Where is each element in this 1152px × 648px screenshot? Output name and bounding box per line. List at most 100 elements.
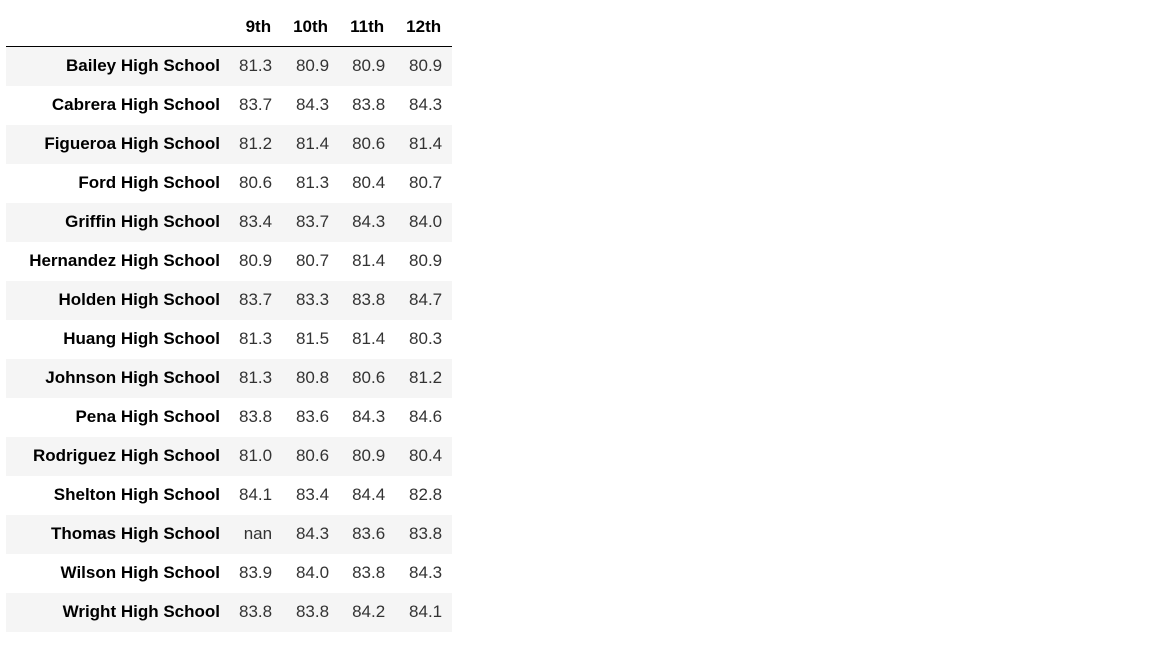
table-cell-score: 83.8 xyxy=(352,563,386,582)
row-label-school: Pena High School xyxy=(75,407,220,426)
table-row: Figueroa High School 81.2 81.4 80.6 81.4 xyxy=(6,124,453,164)
index-header-corner xyxy=(6,8,226,47)
table-cell-score: 84.3 xyxy=(295,524,330,543)
table-cell-score: 84.3 xyxy=(409,95,443,114)
header-row: 9th 10th 11th 12th xyxy=(6,8,453,47)
table-cell-score: 83.3 xyxy=(295,290,330,309)
table-cell-score: 84.2 xyxy=(352,602,386,621)
table-cell-score: 84.3 xyxy=(352,407,386,426)
row-label-school: Rodriguez High School xyxy=(33,446,220,465)
table-cell-score: 80.9 xyxy=(409,56,443,76)
table-cell-score: 80.8 xyxy=(295,368,330,387)
table-cell-score: 84.0 xyxy=(409,212,443,231)
table-cell-score: 84.0 xyxy=(295,563,330,582)
table-cell-score: 80.6 xyxy=(295,446,330,465)
row-label-school: Cabrera High School xyxy=(51,95,220,114)
table-cell-score: nan xyxy=(243,524,273,543)
table-cell-score: 81.3 xyxy=(239,368,273,387)
table-row: Holden High School 83.7 83.3 83.8 84.7 xyxy=(6,280,453,320)
row-label-school: Johnson High School xyxy=(45,368,220,387)
table-cell-score: 80.6 xyxy=(352,134,386,153)
table-cell-score: 81.4 xyxy=(295,134,330,153)
table-row: Cabrera High School 83.7 84.3 83.8 84.3 xyxy=(6,85,453,125)
dataframe-container: 9th 10th 11th 12th Bailey High School 81.… xyxy=(6,8,453,632)
table-row: Griffin High School 83.4 83.7 84.3 84.0 xyxy=(6,202,453,242)
table-cell-score: 81.4 xyxy=(352,329,386,348)
row-label-school: Bailey High School xyxy=(66,56,220,76)
table-cell-score: 84.1 xyxy=(409,602,443,621)
table-cell-score: 83.8 xyxy=(239,602,273,621)
table-cell-score: 81.4 xyxy=(352,251,386,270)
row-label-school: Ford High School xyxy=(78,173,220,192)
table-cell-score: 84.3 xyxy=(295,95,330,114)
table-cell-score: 81.3 xyxy=(239,56,273,76)
table-row: Ford High School 80.6 81.3 80.4 80.7 xyxy=(6,163,453,203)
row-label-school: Holden High School xyxy=(58,290,221,309)
column-header: 10th xyxy=(282,8,340,47)
table-cell-score: 83.8 xyxy=(295,602,330,621)
table-cell-score: 80.9 xyxy=(239,251,273,270)
table-cell-score: 80.9 xyxy=(295,56,330,76)
table-cell-score: 84.4 xyxy=(352,485,386,504)
table-row: Wright High School 83.8 83.8 84.2 84.1 xyxy=(6,592,453,632)
table-cell-score: 83.8 xyxy=(352,290,386,309)
table-cell-score: 84.7 xyxy=(409,290,443,309)
table-cell-score: 83.7 xyxy=(295,212,330,231)
column-header: 11th xyxy=(339,8,396,47)
table-cell-score: 80.6 xyxy=(352,368,386,387)
table-cell-score: 83.4 xyxy=(295,485,330,504)
table-cell-score: 81.2 xyxy=(409,368,443,387)
table-cell-score: 80.7 xyxy=(295,251,330,270)
table-cell-score: 81.4 xyxy=(409,134,443,153)
table-row: Thomas High School nan 84.3 83.6 83.8 xyxy=(6,514,453,554)
table-cell-score: 81.3 xyxy=(295,173,330,192)
table-header: 9th 10th 11th 12th xyxy=(6,8,453,47)
table-cell-score: 83.8 xyxy=(409,524,443,543)
table-cell-score: 80.4 xyxy=(352,173,386,192)
table-cell-score: 81.0 xyxy=(239,446,273,465)
table-row: Pena High School 83.8 83.6 84.3 84.6 xyxy=(6,397,453,437)
column-header: 9th xyxy=(226,8,283,47)
table-cell-score: 83.6 xyxy=(352,524,386,543)
row-label-school: Shelton High School xyxy=(53,485,220,504)
table-cell-score: 83.7 xyxy=(239,290,273,309)
table-row: Hernandez High School 80.9 80.7 81.4 80.9 xyxy=(6,241,453,281)
table-cell-score: 84.3 xyxy=(352,212,386,231)
row-label-school: Thomas High School xyxy=(50,524,220,543)
table-cell-score: 80.9 xyxy=(352,446,386,465)
table-cell-score: 81.2 xyxy=(239,134,273,153)
table-cell-score: 82.8 xyxy=(409,485,443,504)
table-cell-score: 83.4 xyxy=(239,212,273,231)
column-header: 12th xyxy=(395,8,453,47)
scores-by-grade-table: 9th 10th 11th 12th Bailey High School 81.… xyxy=(6,8,453,632)
table-cell-score: 80.3 xyxy=(409,329,443,348)
table-cell-score: 80.7 xyxy=(409,173,443,192)
table-cell-score: 83.8 xyxy=(239,407,273,426)
table-cell-score: 80.4 xyxy=(409,446,443,465)
table-row: Bailey High School 81.3 80.9 80.9 80.9 xyxy=(6,46,453,86)
row-label-school: Huang High School xyxy=(63,329,220,348)
table-cell-score: 84.6 xyxy=(409,407,443,426)
table-cell-score: 81.3 xyxy=(239,329,273,348)
row-label-school: Griffin High School xyxy=(65,212,220,231)
row-label-school: Wright High School xyxy=(62,602,220,621)
table-row: Johnson High School 81.3 80.8 80.6 81.2 xyxy=(6,358,453,398)
row-label-school: Wilson High School xyxy=(60,563,220,582)
table-row: Huang High School 81.3 81.5 81.4 80.3 xyxy=(6,319,453,359)
table-cell-score: 83.7 xyxy=(239,95,273,114)
table-cell-score: 80.6 xyxy=(239,173,273,192)
table-cell-score: 80.9 xyxy=(352,56,386,76)
row-label-school: Figueroa High School xyxy=(44,134,220,153)
table-cell-score: 84.1 xyxy=(239,485,273,504)
table-cell-score: 81.5 xyxy=(295,329,330,348)
row-label-school: Hernandez High School xyxy=(29,251,220,270)
table-cell-score: 80.9 xyxy=(409,251,443,270)
table-cell-score: 83.8 xyxy=(352,95,386,114)
table-cell-score: 84.3 xyxy=(409,563,443,582)
table-cell-score: 83.6 xyxy=(295,407,330,426)
table-body: Bailey High School 81.3 80.9 80.9 80.9 Cabrer… xyxy=(6,46,453,632)
table-row: Shelton High School 84.1 83.4 84.4 82.8 xyxy=(6,475,453,515)
table-cell-score: 83.9 xyxy=(239,563,273,582)
table-row: Rodriguez High School 81.0 80.6 80.9 80.4 xyxy=(6,436,453,476)
table-row: Wilson High School 83.9 84.0 83.8 84.3 xyxy=(6,553,453,593)
